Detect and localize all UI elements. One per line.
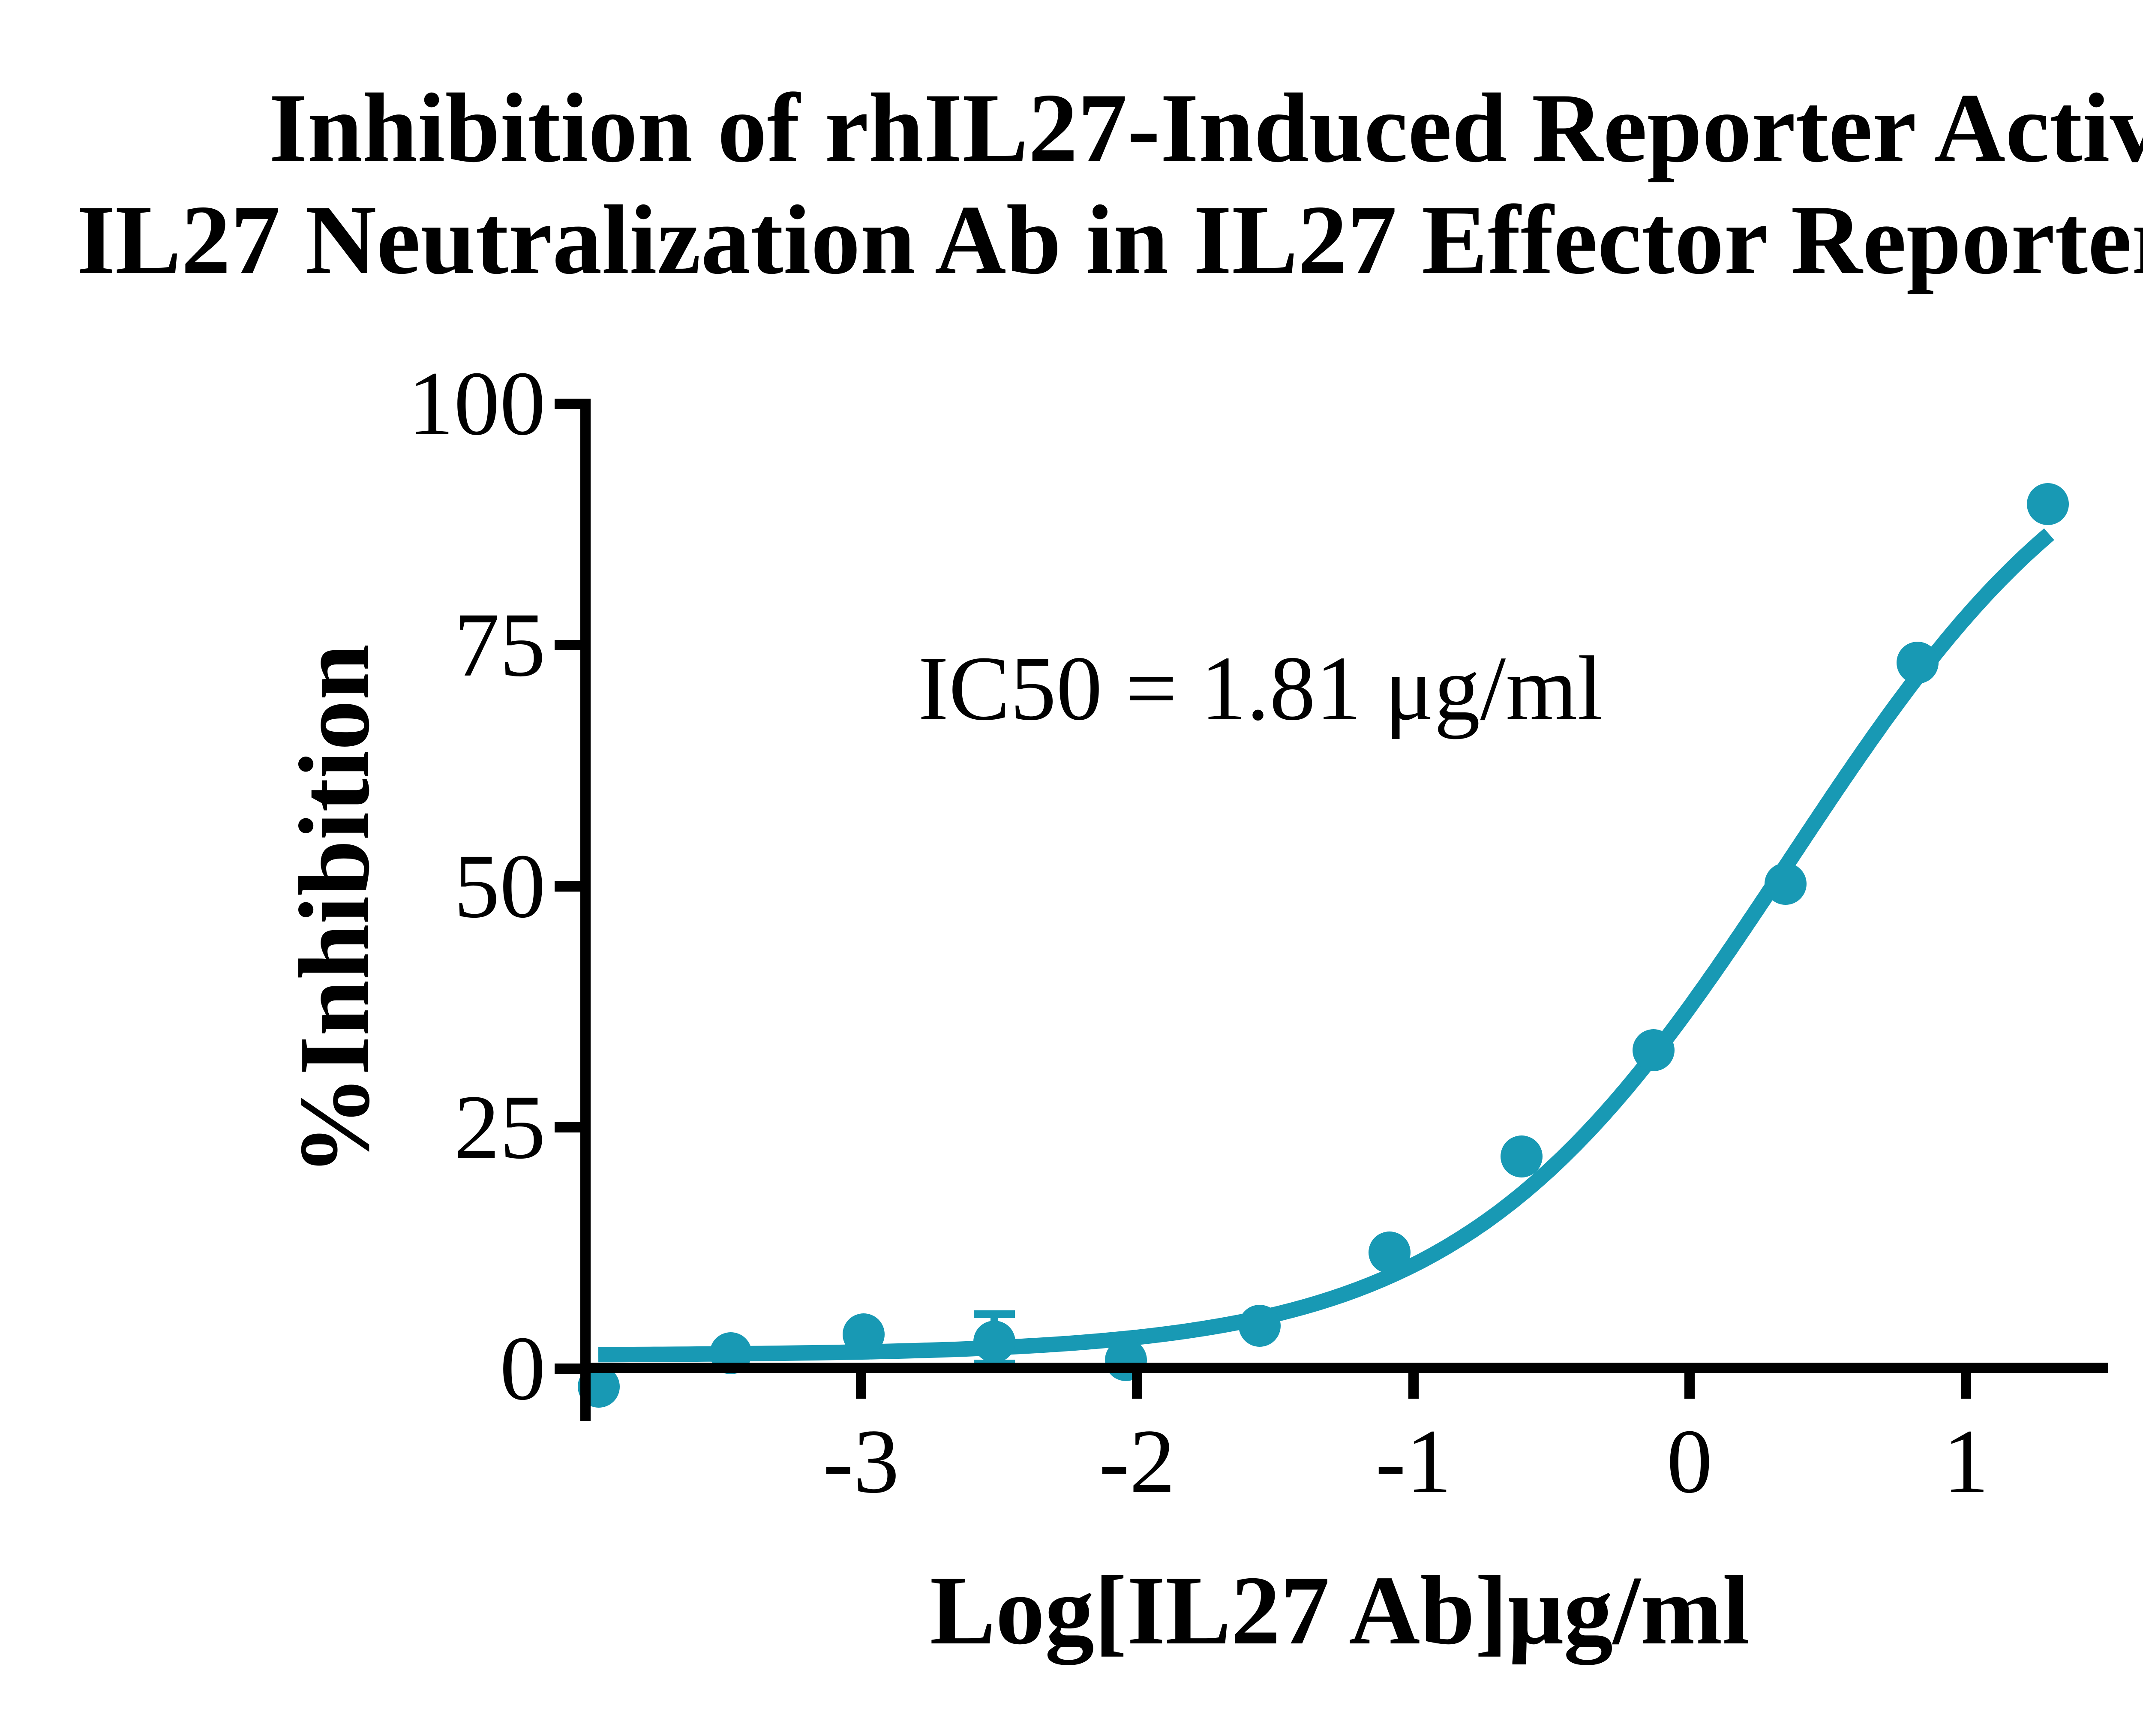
svg-text:IC50 = 1.81 μg/ml: IC50 = 1.81 μg/ml	[918, 637, 1603, 739]
svg-text:-3: -3	[823, 1411, 899, 1512]
svg-text:Log[IL27 Ab]μg/ml: Log[IL27 Ab]μg/ml	[930, 1556, 1750, 1665]
svg-text:100: 100	[408, 353, 546, 454]
svg-text:Inhibition of rhIL27-Induced R: Inhibition of rhIL27-Induced Reporter Ac…	[269, 73, 2143, 183]
svg-text:50: 50	[454, 835, 546, 937]
svg-text:%Inhibition: %Inhibition	[279, 644, 390, 1176]
svg-text:IL27 Neutralization Ab in IL27: IL27 Neutralization Ab in IL27 Effector …	[77, 185, 2143, 294]
svg-text:1: 1	[1943, 1411, 1989, 1512]
svg-text:-1: -1	[1375, 1411, 1452, 1512]
svg-text:-2: -2	[1099, 1411, 1175, 1512]
svg-text:75: 75	[454, 594, 546, 696]
svg-text:0: 0	[1667, 1411, 1713, 1512]
svg-text:25: 25	[454, 1076, 546, 1178]
svg-text:0: 0	[500, 1318, 546, 1419]
